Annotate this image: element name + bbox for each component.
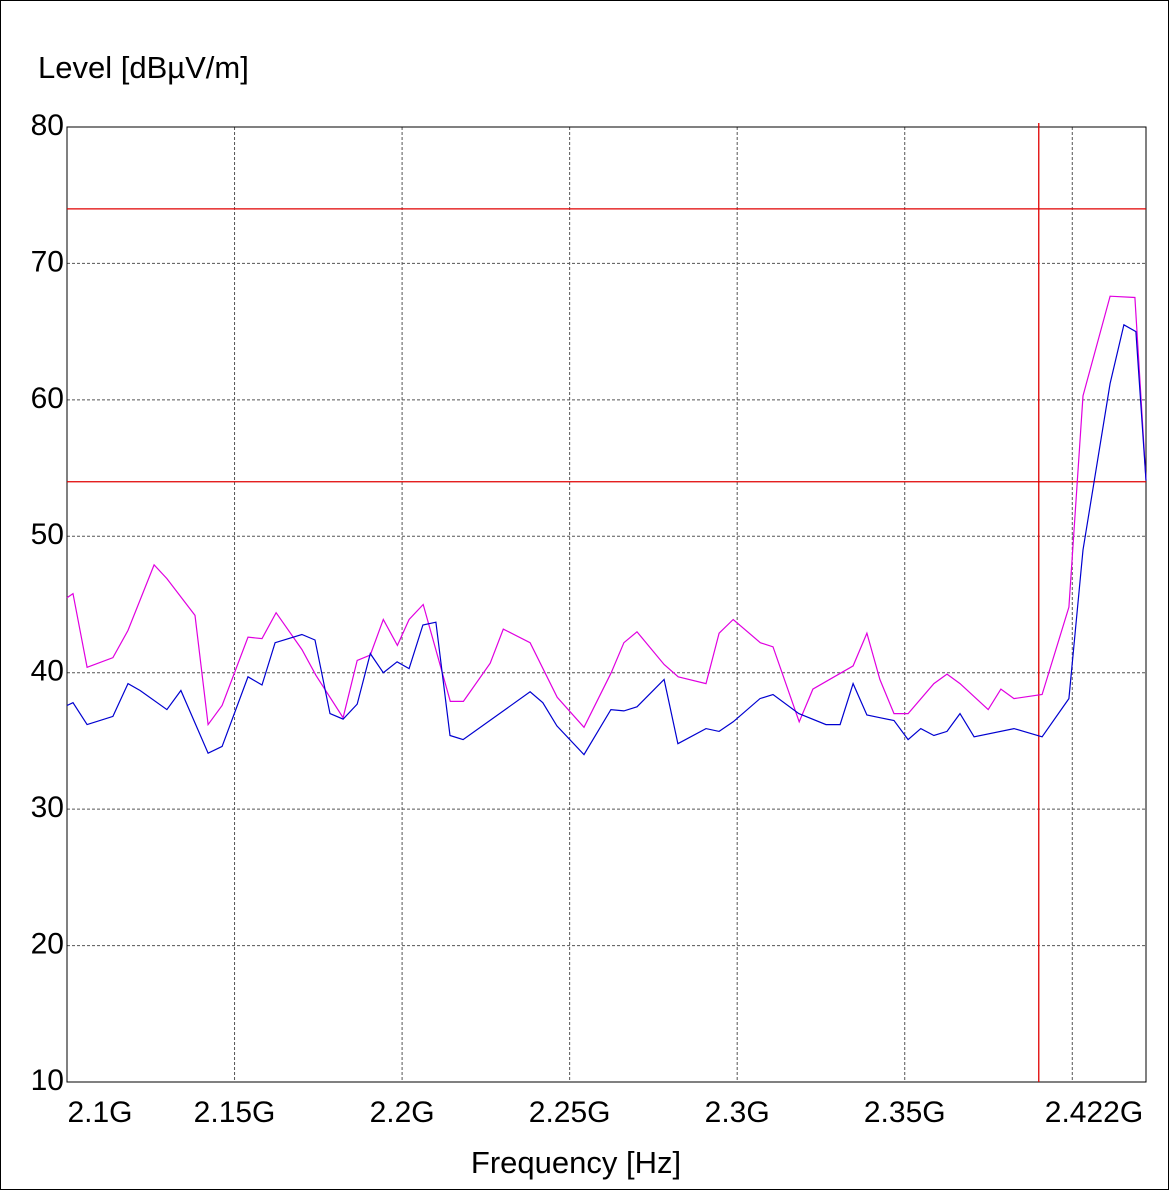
x-tick-label: 2.35G [864,1096,946,1129]
y-tick-label: 80 [31,109,64,142]
x-tick-label: 2.3G [705,1096,770,1129]
x-tick-label: 2.15G [194,1096,276,1129]
series-line [66,295,1147,729]
y-axis-title: Level [dBµV/m] [38,50,249,85]
y-tick-label: 50 [31,518,64,551]
y-tick-label: 60 [31,382,64,415]
y-tick-label: 40 [31,655,64,688]
x-tick-label: 2.422G [1045,1096,1143,1129]
series-line [66,323,1147,756]
y-tick-label: 20 [31,927,64,960]
x-axis-title: Frequency [Hz] [471,1145,681,1180]
x-tick-label: 2.25G [529,1096,611,1129]
y-tick-label: 10 [31,1064,64,1097]
y-tick-label: 30 [31,791,64,824]
x-tick-label: 2.2G [370,1096,435,1129]
x-tick-label: 2.1G [67,1096,132,1129]
plot-border [66,126,1147,1083]
y-tick-label: 70 [31,245,64,278]
